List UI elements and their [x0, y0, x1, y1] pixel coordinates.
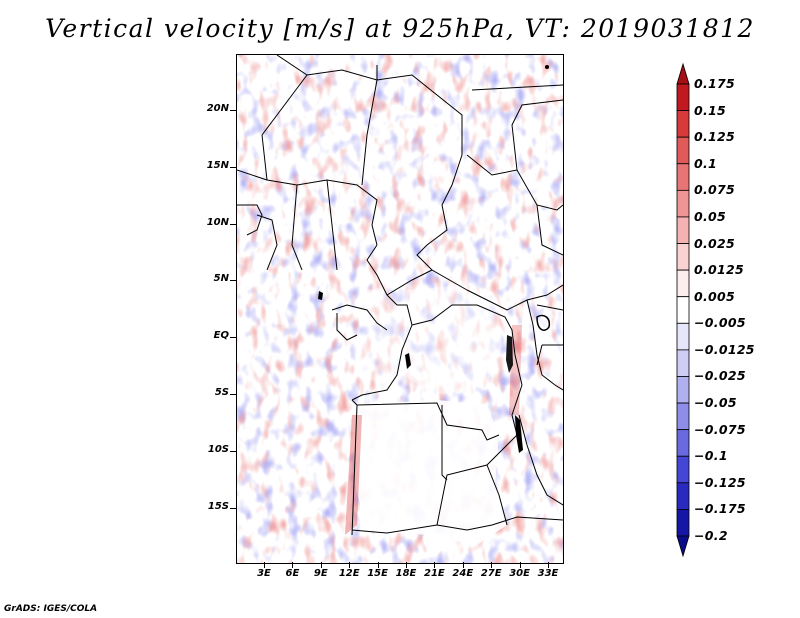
colorbar-level-label: −0.2: [694, 528, 728, 543]
lat-tick: [230, 337, 236, 339]
colorbar-segment: [676, 243, 690, 271]
lat-tick: [230, 450, 236, 452]
lat-tick: [230, 507, 236, 509]
colorbar-segment: [676, 535, 690, 558]
lon-label: 18E: [395, 568, 417, 579]
lat-label: 20N: [206, 103, 229, 114]
lon-tick: [377, 562, 379, 568]
colorbar-level-label: −0.005: [694, 315, 746, 331]
lon-tick: [462, 562, 464, 568]
lon-label: 3E: [257, 568, 271, 579]
lon-tick: [406, 562, 407, 568]
vertical-velocity-field-map: [237, 55, 563, 563]
colorbar-segment: [676, 509, 690, 537]
lon-tick: [292, 562, 294, 568]
colorbar-level-label: −0.125: [694, 474, 746, 490]
lon-tick: [491, 562, 493, 568]
lon-tick: [434, 562, 436, 568]
colorbar-level-label: 0.05: [694, 208, 727, 224]
lat-label: 10S: [207, 443, 229, 455]
colorbar-segment: [676, 429, 690, 457]
colorbar-level-label: −0.1: [694, 448, 728, 464]
colorbar-segment: [676, 269, 690, 298]
software-credit: GrADS: IGES/COLA: [4, 604, 98, 614]
lon-label: 15E: [367, 568, 388, 579]
plot-title: Vertical velocity [m/s] at 925hPa, VT: 2…: [45, 14, 755, 43]
colorbar-level-label: 0.0125: [694, 262, 745, 278]
lon-label: 12E: [338, 568, 360, 579]
lat-tick: [230, 110, 236, 111]
lat-label: 15S: [207, 500, 229, 512]
colorbar-segment: [676, 402, 690, 431]
lat-label: EQ: [213, 330, 229, 342]
lat-tick: [230, 394, 236, 395]
colorbar-segment: [676, 83, 690, 111]
lon-label: 30E: [509, 568, 530, 579]
colorbar-segment: [676, 189, 690, 218]
lon-label: 33E: [537, 568, 559, 579]
colorbar-segment: [676, 322, 690, 351]
colorbar-level-label: −0.05: [694, 395, 737, 411]
lat-label: 10N: [206, 216, 229, 228]
lon-tick: [320, 562, 322, 568]
colorbar-segment: [676, 482, 690, 510]
colorbar-segment: [676, 349, 690, 377]
colorbar-segment: [676, 216, 690, 244]
map-panel: [236, 54, 564, 564]
lon-label: 21E: [424, 568, 445, 579]
colorbar-segment: [676, 163, 690, 191]
lat-label: 5S: [214, 387, 229, 398]
colorbar-level-label: −0.175: [694, 501, 746, 517]
colorbar-level-label: −0.0125: [694, 341, 755, 357]
lon-tick: [548, 562, 549, 568]
colorbar-level-label: 0.175: [694, 76, 736, 91]
colorbar-level-label: 0.15: [694, 102, 727, 118]
lat-tick: [230, 280, 236, 282]
velocity-shading: [237, 55, 563, 563]
colorbar-segment: [676, 455, 690, 484]
lat-tick: [230, 166, 236, 168]
colorbar-level-label: 0.025: [694, 235, 736, 251]
country-borders: [237, 55, 563, 536]
colorbar-segment: [676, 110, 690, 138]
lon-tick: [349, 562, 351, 568]
colorbar-segment: [676, 296, 690, 324]
colorbar-segment: [676, 136, 690, 165]
lon-tick: [519, 562, 521, 568]
lon-label: 9E: [313, 568, 328, 579]
lon-label: 24E: [452, 568, 474, 579]
lon-label: 27E: [480, 568, 502, 579]
lat-label: 5N: [213, 273, 229, 285]
colorbar-level-label: 0.1: [694, 155, 718, 171]
colorbar-segment: [676, 376, 690, 404]
colorbar-segment: [676, 62, 690, 85]
lon-tick: [264, 562, 265, 568]
colorbar-level-label: 0.125: [694, 129, 736, 145]
colorbar-level-label: 0.075: [694, 182, 736, 198]
lon-label: 6E: [285, 568, 300, 579]
lat-label: 15N: [206, 159, 229, 171]
colorbar-level-label: −0.075: [694, 421, 746, 437]
lakes: [318, 65, 551, 453]
lat-tick: [230, 223, 236, 225]
colorbar-level-label: −0.025: [694, 368, 746, 384]
colorbar-level-label: 0.005: [694, 288, 736, 304]
